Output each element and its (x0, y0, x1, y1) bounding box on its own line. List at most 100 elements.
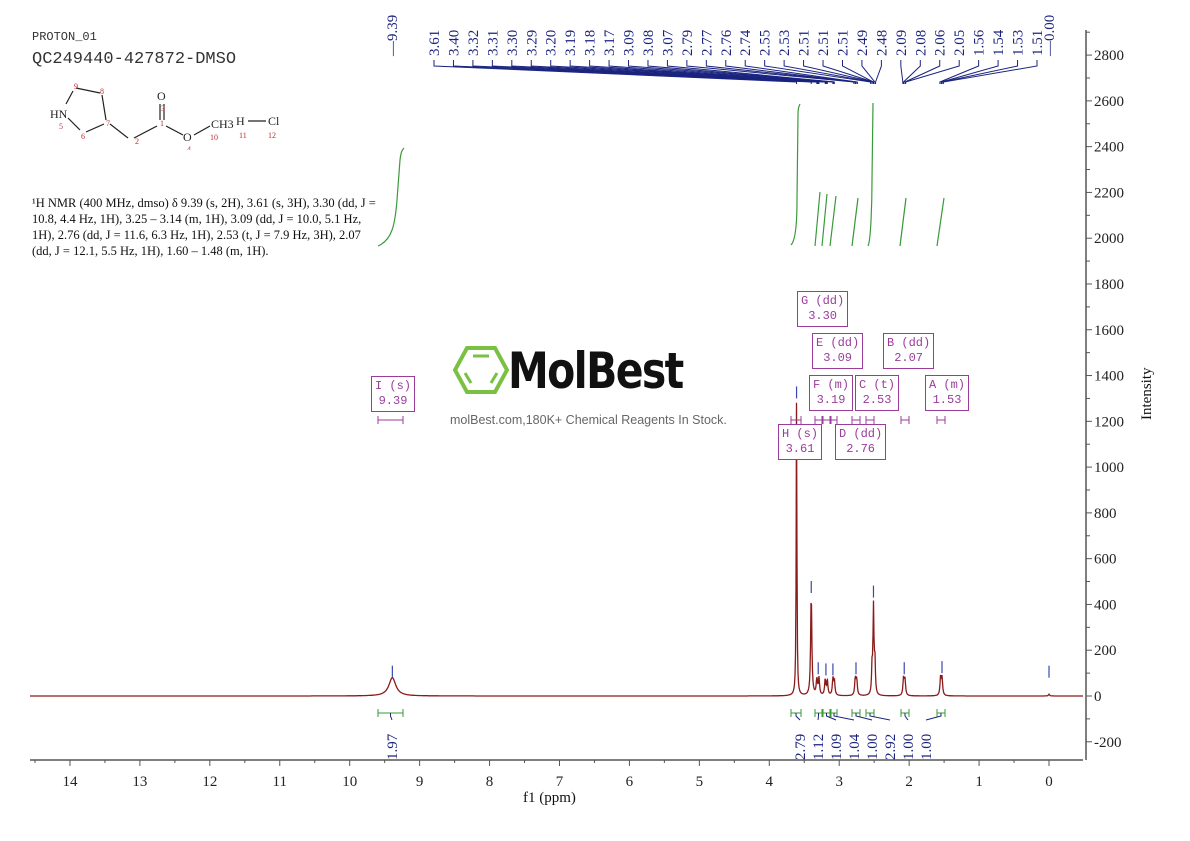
y-tick-label: 2400 (1094, 140, 1124, 156)
molbest-tagline: molBest.com,180K+ Chemical Reagents In S… (450, 413, 727, 427)
peak-label: 3.61 (427, 30, 443, 56)
peak-label: 3.19 (563, 30, 579, 56)
x-tick-label: 4 (766, 774, 774, 790)
peak-label: 2.48 (874, 30, 890, 56)
y-tick-label: 0 (1094, 689, 1102, 705)
atom-label: Cl (268, 114, 280, 128)
y-tick-label: 600 (1094, 552, 1117, 568)
atom-number: 4 (187, 145, 191, 150)
peak-label: 1.54 (991, 29, 1007, 56)
integral-values: 1.97 2.79 1.12 1.09 1.04 1.00 2.92 1.00 1.00 (385, 733, 935, 760)
peak-label: 3.20 (544, 30, 560, 56)
x-tick-label: 12 (202, 774, 217, 790)
molbest-logo-icon (453, 346, 509, 394)
atom-number: 6 (81, 132, 85, 141)
integral-value: 1.97 (385, 733, 401, 760)
peak-label: 2.09 (894, 30, 910, 56)
molbest-logo-text: MolBest (508, 342, 684, 400)
x-axis: 14 13 12 11 10 9 8 7 6 5 4 3 2 1 0 (30, 759, 1083, 790)
peak-label: 1.53 (1011, 30, 1027, 56)
y-tick-label: 1400 (1094, 369, 1124, 385)
multiplet-box-F: F (m) 3.19 (809, 375, 854, 411)
peak-label: 3.31 (485, 30, 501, 56)
atom-label: O (183, 130, 192, 144)
peak-label-leaders (433, 60, 1038, 84)
atom-label: O (157, 89, 166, 103)
x-tick-label: 10 (342, 774, 357, 790)
integral-value: 2.92 (883, 734, 899, 760)
peak-label: 1.56 (972, 29, 988, 56)
peak-label: 2.49 (855, 30, 871, 56)
x-tick-label: 1 (975, 774, 983, 790)
peak-labels: —9.39 3.61 3.40 3.32 3.31 3.30 3.29 3.20 3.19 3.1… (385, 15, 1058, 57)
y-tick-label: 400 (1094, 597, 1117, 613)
atom-number: 1 (160, 119, 164, 128)
peak-label: 2.08 (913, 30, 929, 56)
x-tick-label: 13 (132, 774, 147, 790)
x-tick-label: 7 (556, 774, 564, 790)
peak-label: 2.51 (816, 30, 832, 56)
y-tick-label: 800 (1094, 506, 1117, 522)
integral-curves (377, 102, 945, 247)
nmr-description: ¹H NMR (400 MHz, dmso) δ 9.39 (s, 2H), 3… (32, 196, 376, 258)
y-tick-label: 1000 (1094, 460, 1124, 476)
integral-brackets (377, 709, 946, 721)
y-tick-label: 1600 (1094, 323, 1124, 339)
peak-label: 2.05 (952, 30, 968, 56)
y-tick-label: -200 (1094, 735, 1122, 751)
multiplet-box-I: I (s) 9.39 (371, 376, 416, 412)
x-tick-label: 3 (835, 774, 843, 790)
peak-label: 3.17 (602, 29, 618, 56)
peak-label: 3.40 (446, 30, 462, 56)
multiplet-box-C: C (t) 2.53 (855, 375, 900, 411)
x-tick-label: 8 (486, 774, 494, 790)
multiplet-box-A: A (m) 1.53 (925, 375, 970, 411)
y-axis: 2800260024002200200018001600140012001000… (1085, 30, 1124, 760)
peak-label: 3.08 (641, 30, 657, 56)
peak-label: 3.30 (505, 30, 521, 56)
x-tick-label: 14 (62, 774, 78, 790)
y-tick-label: 2200 (1094, 185, 1124, 201)
atom-label: HN (50, 107, 68, 121)
multiplet-box-H: H (s) 3.61 (778, 424, 823, 460)
peak-markers (391, 386, 1050, 678)
experiment-name: PROTON_01 (32, 30, 97, 44)
integral-value: 1.00 (919, 734, 935, 760)
peak-label: 3.32 (466, 30, 482, 56)
sample-name: QC249440-427872-DMSO (32, 50, 237, 69)
x-tick-label: 6 (626, 774, 634, 790)
atom-number: 11 (239, 131, 247, 140)
peak-label: 2.55 (758, 30, 774, 56)
multiplet-box-E: E (dd) 3.09 (812, 333, 864, 369)
peak-label: 2.76 (719, 29, 735, 56)
atom-label: H (236, 114, 245, 128)
atom-number: 2 (135, 137, 139, 146)
y-tick-label: 2000 (1094, 231, 1124, 247)
chemical-structure: O HN O CH3 H Cl 9 8 5 6 7 2 1 3 4 10 11 … (50, 82, 280, 150)
atom-number: 12 (268, 131, 276, 140)
atom-number: 8 (100, 87, 104, 96)
integral-value: 1.12 (811, 734, 827, 760)
y-tick-label: 200 (1094, 643, 1117, 659)
peak-label: —0.00 (1042, 15, 1058, 57)
x-tick-label: 0 (1045, 774, 1053, 790)
multiplet-box-D: D (dd) 2.76 (835, 424, 887, 460)
peak-label: 2.74 (738, 29, 754, 56)
atom-number: 3 (161, 104, 165, 113)
peak-label: 2.06 (933, 29, 949, 56)
x-tick-label: 11 (273, 774, 287, 790)
peak-label: 2.77 (699, 29, 715, 56)
x-tick-label: 9 (416, 774, 424, 790)
peak-label: 2.79 (680, 30, 696, 56)
peak-label: —9.39 (385, 15, 401, 57)
y-axis-label: Intensity (1139, 367, 1155, 421)
atom-label: CH3 (211, 117, 234, 131)
x-tick-label: 5 (696, 774, 704, 790)
atom-number: 9 (74, 82, 78, 91)
y-tick-label: 1800 (1094, 277, 1124, 293)
y-tick-label: 1200 (1094, 414, 1124, 430)
integral-value: 2.79 (793, 734, 809, 760)
spectrum-line (30, 402, 1083, 697)
integral-value: 1.04 (847, 733, 863, 760)
